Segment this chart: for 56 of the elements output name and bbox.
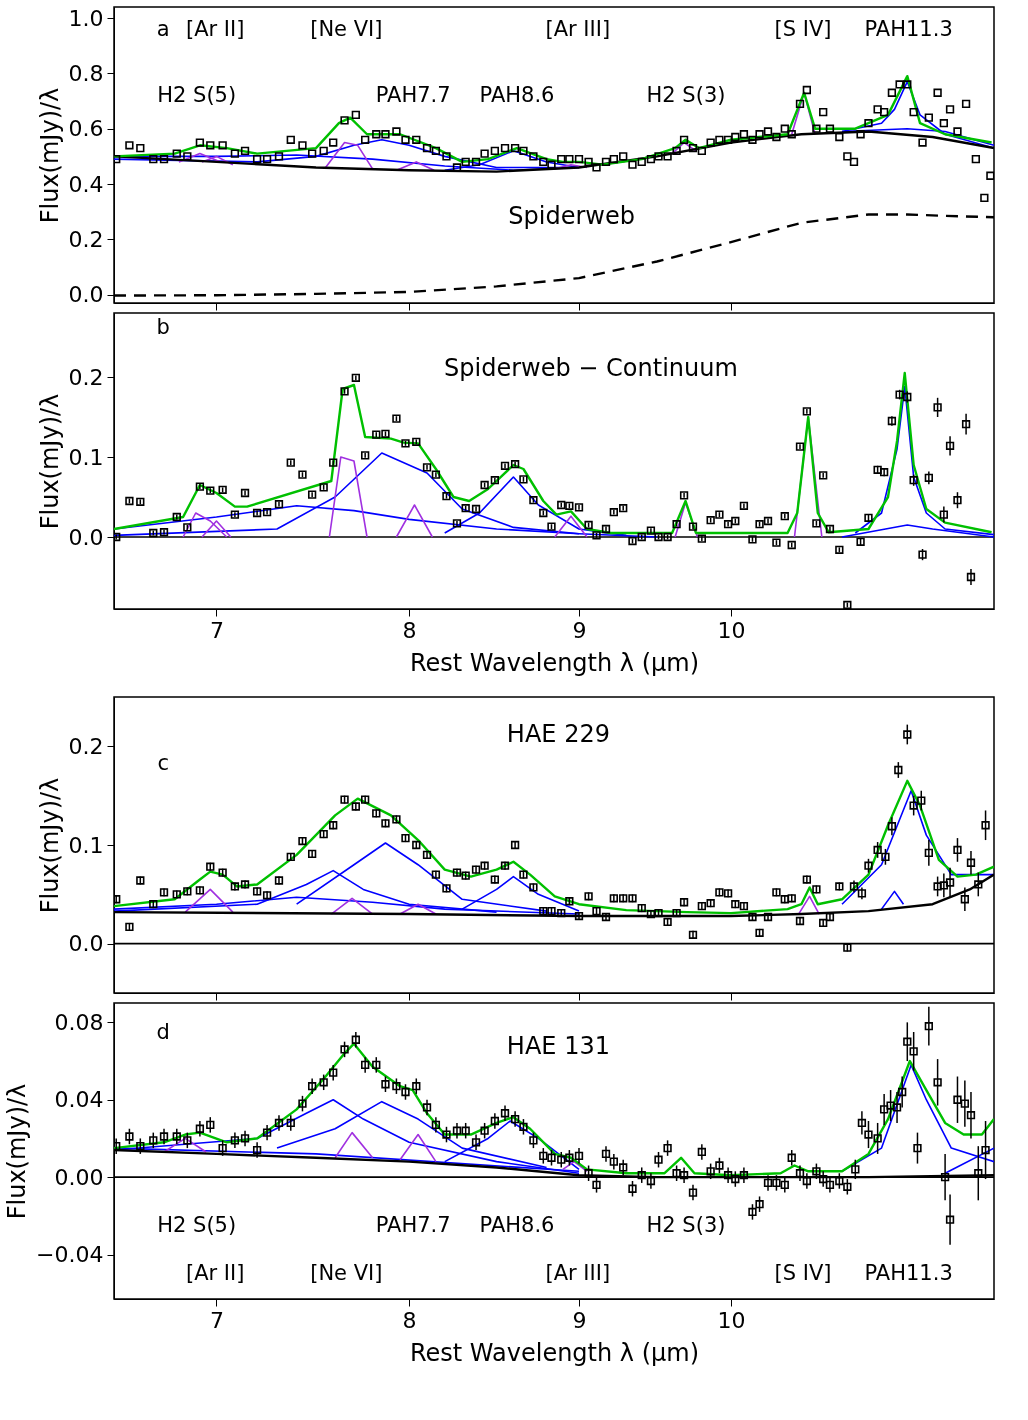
x-tick-label: 8 [402, 617, 417, 643]
y-tick-label: 0.2 [68, 226, 104, 252]
x-tick-label: 9 [572, 1307, 587, 1333]
annotation: PAH7.7 [375, 1213, 451, 1238]
annotation: PAH8.6 [479, 1213, 555, 1238]
annotation: H2 S(3) [646, 82, 726, 107]
x-tick-label: 9 [572, 617, 587, 643]
annotation: [S IV] [774, 16, 832, 41]
x-tick-label: 7 [209, 1307, 224, 1333]
y-tick-label: 0.08 [54, 1009, 104, 1035]
y-tick-label: 0.0 [68, 282, 104, 308]
annotation: PAH11.3 [864, 16, 953, 41]
y-tick-label: 0.2 [68, 364, 104, 390]
y-tick-label: −0.04 [36, 1242, 104, 1267]
x-axis-title: Rest Wavelength λ (μm) [409, 648, 700, 677]
annotation: c [157, 750, 170, 775]
annotation: PAH7.7 [375, 82, 451, 107]
annotation: [S IV] [774, 1261, 832, 1286]
annotation: H2 S(5) [157, 82, 237, 107]
y-tick-label: 0.1 [68, 444, 104, 470]
y-tick-label: 0.0 [68, 524, 104, 550]
x-tick-label: 7 [209, 617, 224, 643]
y-tick-label: 0.6 [68, 116, 104, 142]
annotation: b [156, 314, 170, 339]
text: HAE 229 [506, 720, 610, 749]
y-tick-label: 0.04 [54, 1087, 104, 1113]
annotation: H2 S(3) [646, 1213, 726, 1238]
y-tick-label: 0.2 [68, 733, 104, 759]
y-axis-title: Flux(mJy)/λ [3, 1083, 32, 1220]
annotation: PAH8.6 [479, 82, 555, 107]
annotation: [Ne VI] [310, 16, 383, 41]
text: HAE 131 [506, 1031, 610, 1060]
x-tick-label: 10 [717, 617, 746, 643]
y-tick-label: 0.1 [68, 832, 104, 858]
y-tick-label: 0.00 [54, 1164, 104, 1190]
annotation: a [156, 16, 170, 41]
annotation: [Ar II] [185, 16, 245, 41]
annotation: [Ne VI] [310, 1261, 383, 1286]
y-axis-title: Flux(mJy)/λ [35, 393, 64, 530]
x-tick-label: 10 [717, 1307, 746, 1333]
text: Spiderweb [508, 202, 635, 231]
x-axis-title: Rest Wavelength λ (μm) [409, 1338, 700, 1367]
annotation: [Ar III] [545, 16, 611, 41]
annotation: [Ar III] [545, 1261, 611, 1286]
x-tick-label: 8 [402, 1307, 417, 1333]
annotation: [Ar II] [185, 1261, 245, 1286]
annotation: PAH11.3 [864, 1261, 953, 1286]
text: Spiderweb − Continuum [444, 354, 738, 383]
y-tick-label: 0.8 [68, 60, 104, 86]
y-tick-label: 1.0 [68, 5, 104, 31]
y-axis-title: Flux(mJy)/λ [35, 87, 64, 224]
y-tick-label: 0.4 [68, 171, 104, 197]
y-tick-label: 0.0 [68, 931, 104, 957]
y-axis-title: Flux(mJy)/λ [35, 777, 64, 914]
annotation: d [156, 1019, 170, 1044]
annotation: H2 S(5) [157, 1213, 237, 1238]
